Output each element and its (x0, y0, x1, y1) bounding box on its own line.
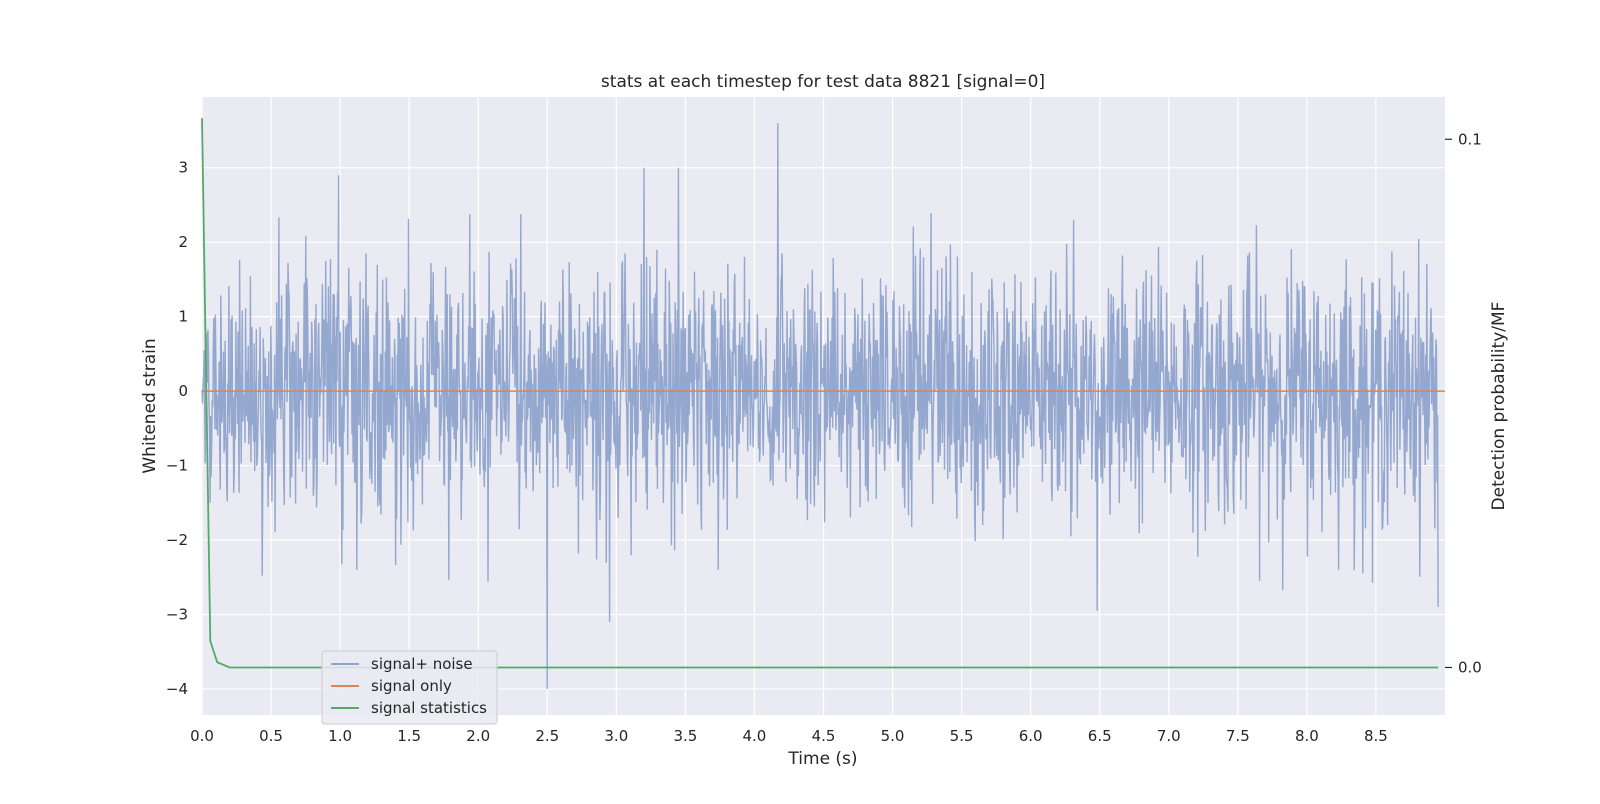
y-tick-label: 3 (178, 159, 188, 177)
x-tick-label: 2.5 (535, 727, 559, 745)
y-tick-label: 1 (178, 308, 188, 326)
y-tick-label: −4 (166, 680, 188, 698)
y-tick-label: −2 (166, 531, 188, 549)
x-tick-label: 7.0 (1157, 727, 1181, 745)
x-tick-label: 2.0 (466, 727, 490, 745)
series-layer (201, 118, 1445, 689)
y-tick-label: 2 (178, 233, 188, 251)
series-line-signal-noise (201, 123, 1439, 689)
legend-label-noise: signal+ noise (371, 655, 473, 673)
y-ticks: −4 −3 −2 −1 0 1 2 3 (166, 159, 188, 698)
y2-ticks: 0.0 0.1 (1445, 130, 1482, 676)
x-tick-label: 6.5 (1088, 727, 1112, 745)
x-tick-label: 1.5 (397, 727, 421, 745)
y-tick-label: 0 (178, 382, 188, 400)
y2-tick-label: 0.0 (1458, 658, 1482, 676)
y2-axis-label: Detection probability/MF (1489, 302, 1509, 511)
legend: signal+ noise signal only signal statist… (321, 650, 498, 725)
legend-label-signal-only: signal only (371, 677, 452, 695)
x-tick-label: 3.5 (673, 727, 697, 745)
series-line-signal-statistics (201, 118, 1439, 669)
chart-title: stats at each timestep for test data 882… (601, 72, 1045, 92)
x-tick-label: 4.5 (812, 727, 836, 745)
x-axis-label: Time (s) (787, 749, 857, 769)
x-tick-label: 4.0 (743, 727, 767, 745)
x-tick-label: 5.0 (881, 727, 905, 745)
x-tick-label: 6.0 (1019, 727, 1043, 745)
grid-lines (201, 97, 1445, 715)
x-tick-label: 1.0 (328, 727, 352, 745)
x-tick-label: 7.5 (1226, 727, 1250, 745)
x-tick-label: 5.5 (950, 727, 974, 745)
legend-box (321, 650, 498, 725)
x-ticks: 0.0 0.5 1.0 1.5 2.0 2.5 3.0 3.5 4.0 4.5 5.0 5.5 6.0 6… (190, 727, 1388, 745)
x-tick-label: 0.0 (190, 727, 214, 745)
y2-tick-label: 0.1 (1458, 130, 1482, 148)
x-tick-label: 8.0 (1295, 727, 1319, 745)
legend-label-statistics: signal statistics (371, 699, 487, 717)
y-tick-label: −3 (166, 605, 188, 623)
x-tick-label: 0.5 (259, 727, 283, 745)
x-tick-label: 3.0 (604, 727, 628, 745)
y-tick-label: −1 (166, 457, 188, 475)
y-axis-label: Whitened strain (140, 338, 160, 473)
x-tick-label: 8.5 (1364, 727, 1388, 745)
